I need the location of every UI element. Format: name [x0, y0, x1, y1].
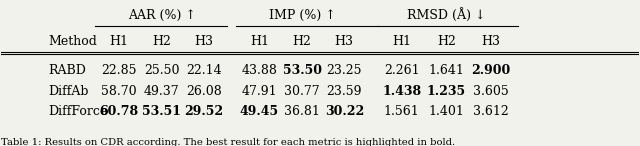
Text: H3: H3 — [482, 35, 500, 48]
Text: H3: H3 — [335, 35, 354, 48]
Text: 60.78: 60.78 — [99, 105, 138, 118]
Text: H1: H1 — [109, 35, 129, 48]
Text: AAR (%) ↑: AAR (%) ↑ — [128, 9, 196, 22]
Text: H1: H1 — [392, 35, 412, 48]
Text: 30.22: 30.22 — [324, 105, 364, 118]
Text: IMP (%) ↑: IMP (%) ↑ — [269, 9, 335, 22]
Text: 1.235: 1.235 — [427, 85, 466, 98]
Text: 3.612: 3.612 — [473, 105, 509, 118]
Text: 47.91: 47.91 — [241, 85, 277, 98]
Text: 2.261: 2.261 — [384, 64, 420, 77]
Text: 25.50: 25.50 — [144, 64, 179, 77]
Text: 3.605: 3.605 — [473, 85, 509, 98]
Text: 23.59: 23.59 — [326, 85, 362, 98]
Text: H3: H3 — [195, 35, 213, 48]
Text: 43.88: 43.88 — [241, 64, 277, 77]
Text: DiffAb: DiffAb — [49, 85, 89, 98]
Text: Method: Method — [49, 35, 97, 48]
Text: H2: H2 — [437, 35, 456, 48]
Text: H1: H1 — [250, 35, 269, 48]
Text: 23.25: 23.25 — [326, 64, 362, 77]
Text: DiffForce: DiffForce — [49, 105, 108, 118]
Text: 49.37: 49.37 — [144, 85, 179, 98]
Text: 1.438: 1.438 — [382, 85, 421, 98]
Text: 53.50: 53.50 — [283, 64, 322, 77]
Text: 36.81: 36.81 — [284, 105, 320, 118]
Text: 49.45: 49.45 — [240, 105, 279, 118]
Text: 29.52: 29.52 — [184, 105, 223, 118]
Text: 22.85: 22.85 — [101, 64, 136, 77]
Text: 1.561: 1.561 — [384, 105, 420, 118]
Text: RABD: RABD — [49, 64, 86, 77]
Text: RMSD (Å) ↓: RMSD (Å) ↓ — [407, 8, 486, 22]
Text: Table 1: Results on CDR according. The best result for each metric is highlighte: Table 1: Results on CDR according. The b… — [1, 138, 455, 146]
Text: 26.08: 26.08 — [186, 85, 221, 98]
Text: 1.401: 1.401 — [429, 105, 465, 118]
Text: 2.900: 2.900 — [472, 64, 511, 77]
Text: 58.70: 58.70 — [101, 85, 137, 98]
Text: 22.14: 22.14 — [186, 64, 221, 77]
Text: H2: H2 — [292, 35, 312, 48]
Text: H2: H2 — [152, 35, 171, 48]
Text: 1.641: 1.641 — [429, 64, 465, 77]
Text: 30.77: 30.77 — [284, 85, 320, 98]
Text: 53.51: 53.51 — [142, 105, 181, 118]
